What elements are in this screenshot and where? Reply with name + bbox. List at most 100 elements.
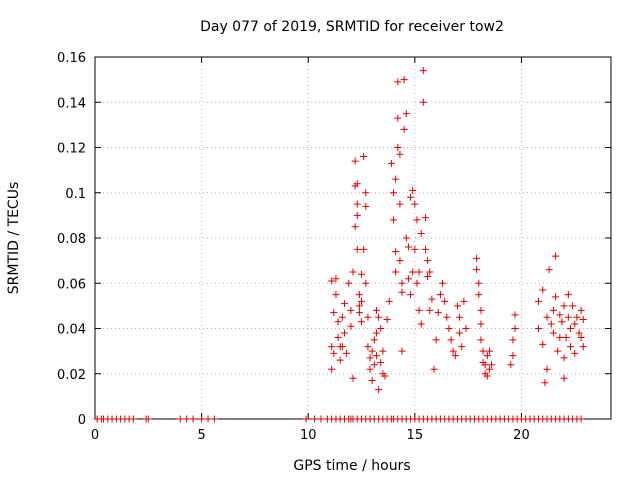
data-point bbox=[456, 313, 464, 321]
chart-title: Day 077 of 2019, SRMTID for receiver tow… bbox=[200, 19, 504, 35]
data-point bbox=[579, 343, 587, 351]
data-point bbox=[483, 352, 491, 360]
data-point bbox=[556, 334, 564, 342]
data-point bbox=[439, 279, 447, 287]
data-point bbox=[407, 291, 415, 299]
data-point bbox=[370, 336, 378, 344]
data-point bbox=[302, 415, 310, 423]
data-point bbox=[328, 343, 336, 351]
x-tick-label: 0 bbox=[91, 428, 99, 443]
data-point bbox=[558, 318, 566, 326]
data-point bbox=[372, 306, 380, 314]
data-point bbox=[334, 318, 342, 326]
data-point bbox=[409, 268, 417, 276]
data-point bbox=[362, 202, 370, 210]
data-point bbox=[426, 268, 434, 276]
data-point bbox=[413, 279, 421, 287]
data-point bbox=[430, 365, 438, 373]
data-point bbox=[404, 243, 412, 251]
data-point bbox=[176, 415, 184, 423]
data-point bbox=[129, 415, 137, 423]
data-point bbox=[488, 361, 496, 369]
axis-ticks: 0 0.02 0.04 0.06 0.08 0.1 0.12 0.14 0.16 0 5 10 15 20 bbox=[57, 51, 611, 443]
data-point bbox=[358, 318, 366, 326]
data-point bbox=[509, 352, 517, 360]
data-point bbox=[407, 193, 415, 201]
data-point bbox=[311, 415, 319, 423]
data-point bbox=[364, 313, 372, 321]
data-point bbox=[445, 325, 453, 332]
data-point bbox=[573, 313, 581, 321]
data-point bbox=[402, 234, 410, 242]
data-point bbox=[449, 347, 457, 355]
data-point bbox=[507, 361, 515, 369]
data-point bbox=[364, 343, 372, 351]
data-point bbox=[458, 343, 466, 351]
data-point bbox=[456, 329, 464, 337]
data-point bbox=[421, 245, 429, 253]
data-point bbox=[385, 297, 393, 305]
data-point bbox=[415, 306, 423, 314]
data-point bbox=[398, 288, 406, 296]
y-axis-label: SRMTID / TECUs bbox=[6, 182, 22, 295]
data-point bbox=[509, 336, 517, 344]
data-point bbox=[377, 325, 385, 332]
data-point bbox=[549, 306, 557, 314]
data-point bbox=[347, 322, 355, 330]
y-tick-label: 0.16 bbox=[57, 51, 86, 66]
data-point bbox=[396, 150, 404, 158]
data-point bbox=[353, 245, 361, 253]
data-point bbox=[347, 306, 355, 314]
data-point bbox=[204, 415, 212, 423]
data-point bbox=[556, 311, 564, 319]
data-point bbox=[543, 365, 551, 373]
data-point bbox=[338, 343, 346, 351]
data-point bbox=[370, 361, 378, 369]
data-point bbox=[481, 361, 489, 369]
data-point bbox=[543, 313, 551, 321]
y-tick-label: 0.02 bbox=[57, 368, 86, 383]
data-point bbox=[539, 340, 547, 348]
data-point bbox=[549, 329, 557, 337]
data-point bbox=[398, 279, 406, 287]
data-point bbox=[338, 313, 346, 321]
data-point bbox=[381, 372, 389, 380]
data-point bbox=[379, 347, 387, 355]
data-point bbox=[539, 286, 547, 294]
y-tick-label: 0.12 bbox=[57, 142, 86, 157]
data-point bbox=[545, 266, 553, 274]
y-tick-label: 0.06 bbox=[57, 277, 86, 292]
data-point bbox=[571, 320, 579, 328]
x-tick-label: 15 bbox=[407, 428, 424, 443]
data-point bbox=[535, 325, 543, 332]
data-point bbox=[198, 415, 206, 423]
data-point bbox=[400, 76, 408, 84]
data-point bbox=[547, 320, 555, 328]
data-point bbox=[421, 214, 429, 222]
data-point bbox=[460, 297, 468, 305]
data-point bbox=[387, 159, 395, 167]
data-points bbox=[93, 67, 587, 423]
data-point bbox=[453, 302, 461, 310]
data-point bbox=[340, 300, 348, 308]
data-point bbox=[328, 365, 336, 373]
data-point bbox=[475, 279, 483, 287]
data-point bbox=[368, 377, 376, 385]
y-tick-label: 0.08 bbox=[57, 232, 86, 247]
data-point bbox=[477, 320, 485, 328]
data-point bbox=[411, 200, 419, 208]
data-point bbox=[564, 313, 572, 321]
data-point bbox=[330, 349, 338, 357]
data-point bbox=[353, 180, 361, 188]
data-point bbox=[392, 268, 400, 276]
data-point bbox=[334, 334, 342, 342]
data-point bbox=[394, 78, 402, 86]
data-point bbox=[358, 270, 366, 278]
data-point bbox=[330, 309, 338, 317]
data-point bbox=[419, 98, 427, 106]
data-point bbox=[345, 279, 353, 287]
data-point bbox=[569, 302, 577, 310]
data-point bbox=[210, 415, 218, 423]
grid-lines bbox=[95, 57, 611, 419]
data-point bbox=[355, 309, 363, 317]
